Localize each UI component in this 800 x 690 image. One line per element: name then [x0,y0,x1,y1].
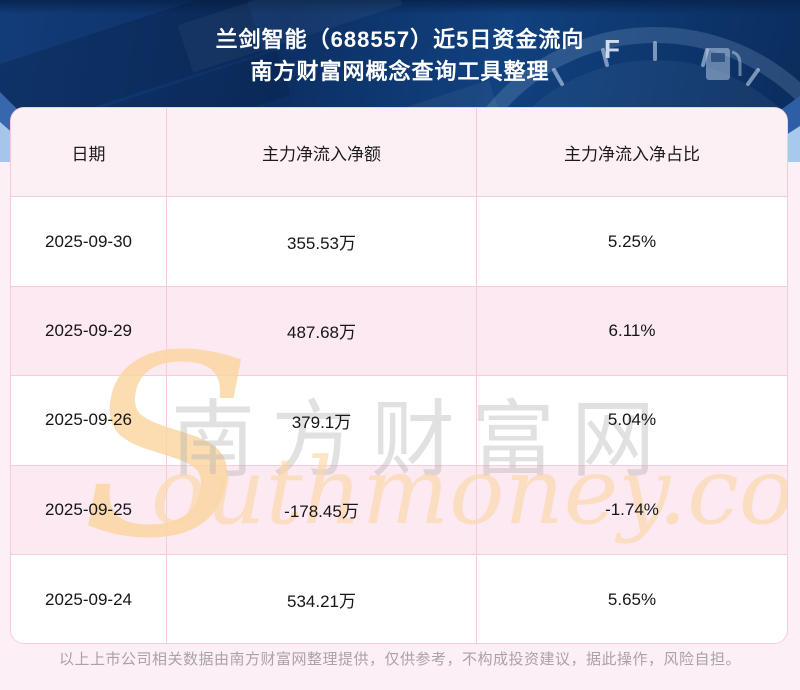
title-line-1: 兰剑智能（688557）近5日资金流向 [215,27,585,52]
table-row: 2025-09-29 487.68万 6.11% [11,286,787,377]
table-row: 2025-09-24 534.21万 5.65% [11,554,787,643]
net-inflow-cell: -178.45万 [167,465,477,554]
net-inflow-pct-cell: 6.11% [608,320,656,340]
fund-flow-table: S 南方财富网 outhmoney.com 日期 主力净流入净额 主力净流入净占… [10,107,788,644]
disclaimer-text: 以上上市公司相关数据由南方财富网整理提供，仅供参考，不构成投资建议，据此操作，风… [58,651,741,668]
column-header-date: 日期 [11,108,167,197]
title-line-2: 南方财富网概念查询工具整理 [250,59,550,84]
net-inflow-cell: 355.53万 [167,197,477,286]
date-cell: 2025-09-24 [11,554,167,643]
net-inflow-pct-cell: 5.65% [607,589,657,609]
net-inflow-pct-cell: 5.25% [607,231,657,251]
table-header-row: 日期 主力净流入净额 主力净流入净占比 [11,108,787,198]
table-row: 2025-09-30 355.53万 5.25% [11,197,787,287]
net-inflow-cell: 379.1万 [167,376,477,465]
gauge-f-mark: F [604,34,620,64]
net-inflow-cell: 534.21万 [167,554,477,643]
table-row: 2025-09-26 379.1万 5.04% [11,376,787,466]
date-cell: 2025-09-29 [11,286,167,376]
column-header-net-inflow-pct: 主力净流入净占比 [564,144,700,164]
date-cell: 2025-09-30 [11,197,167,286]
column-header-net-inflow: 主力净流入净额 [167,108,477,197]
net-inflow-pct-cell: 5.04% [607,410,657,430]
date-cell: 2025-09-25 [11,465,167,554]
net-inflow-pct-cell: -1.74% [605,499,659,519]
page-title: 兰剑智能（688557）近5日资金流向 南方财富网概念查询工具整理 [0,24,800,88]
date-cell: 2025-09-26 [11,376,167,465]
net-inflow-cell: 487.68万 [167,286,477,376]
table-row: 2025-09-25 -178.45万 -1.74% [11,465,787,555]
fuel-pump-icon [706,48,742,80]
